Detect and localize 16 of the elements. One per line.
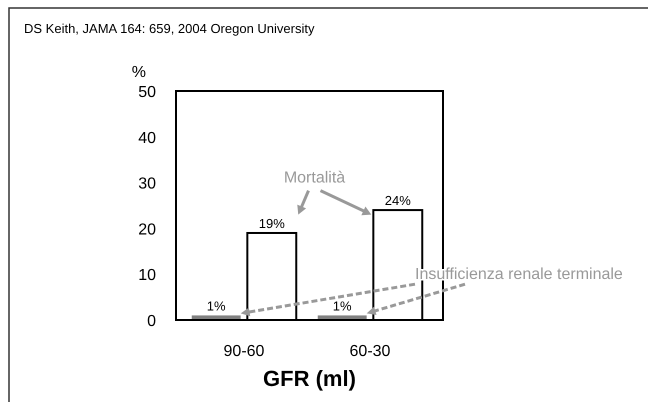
y-tick-label: 50: [138, 84, 156, 101]
text: Mortalità: [284, 170, 346, 187]
y-tick-label: 30: [138, 176, 156, 193]
y-tick-label: 10: [138, 267, 156, 284]
x-axis-title: GFR (ml): [263, 366, 356, 391]
data-label: 24%: [384, 193, 412, 208]
y-tick-label: 0: [147, 313, 156, 330]
data-label: 1%: [206, 298, 226, 314]
y-axis-title: %: [132, 64, 146, 81]
x-tick-label: 90-60: [224, 343, 265, 360]
data-label: 19%: [258, 216, 286, 231]
data-label: 1%: [332, 298, 352, 314]
x-tick-label: 60-30: [350, 343, 391, 360]
y-tick-label: 40: [138, 130, 156, 147]
text: DS Keith, JAMA 164: 659, 2004 Oregon University: [24, 21, 315, 36]
y-tick-label: 20: [138, 221, 156, 238]
